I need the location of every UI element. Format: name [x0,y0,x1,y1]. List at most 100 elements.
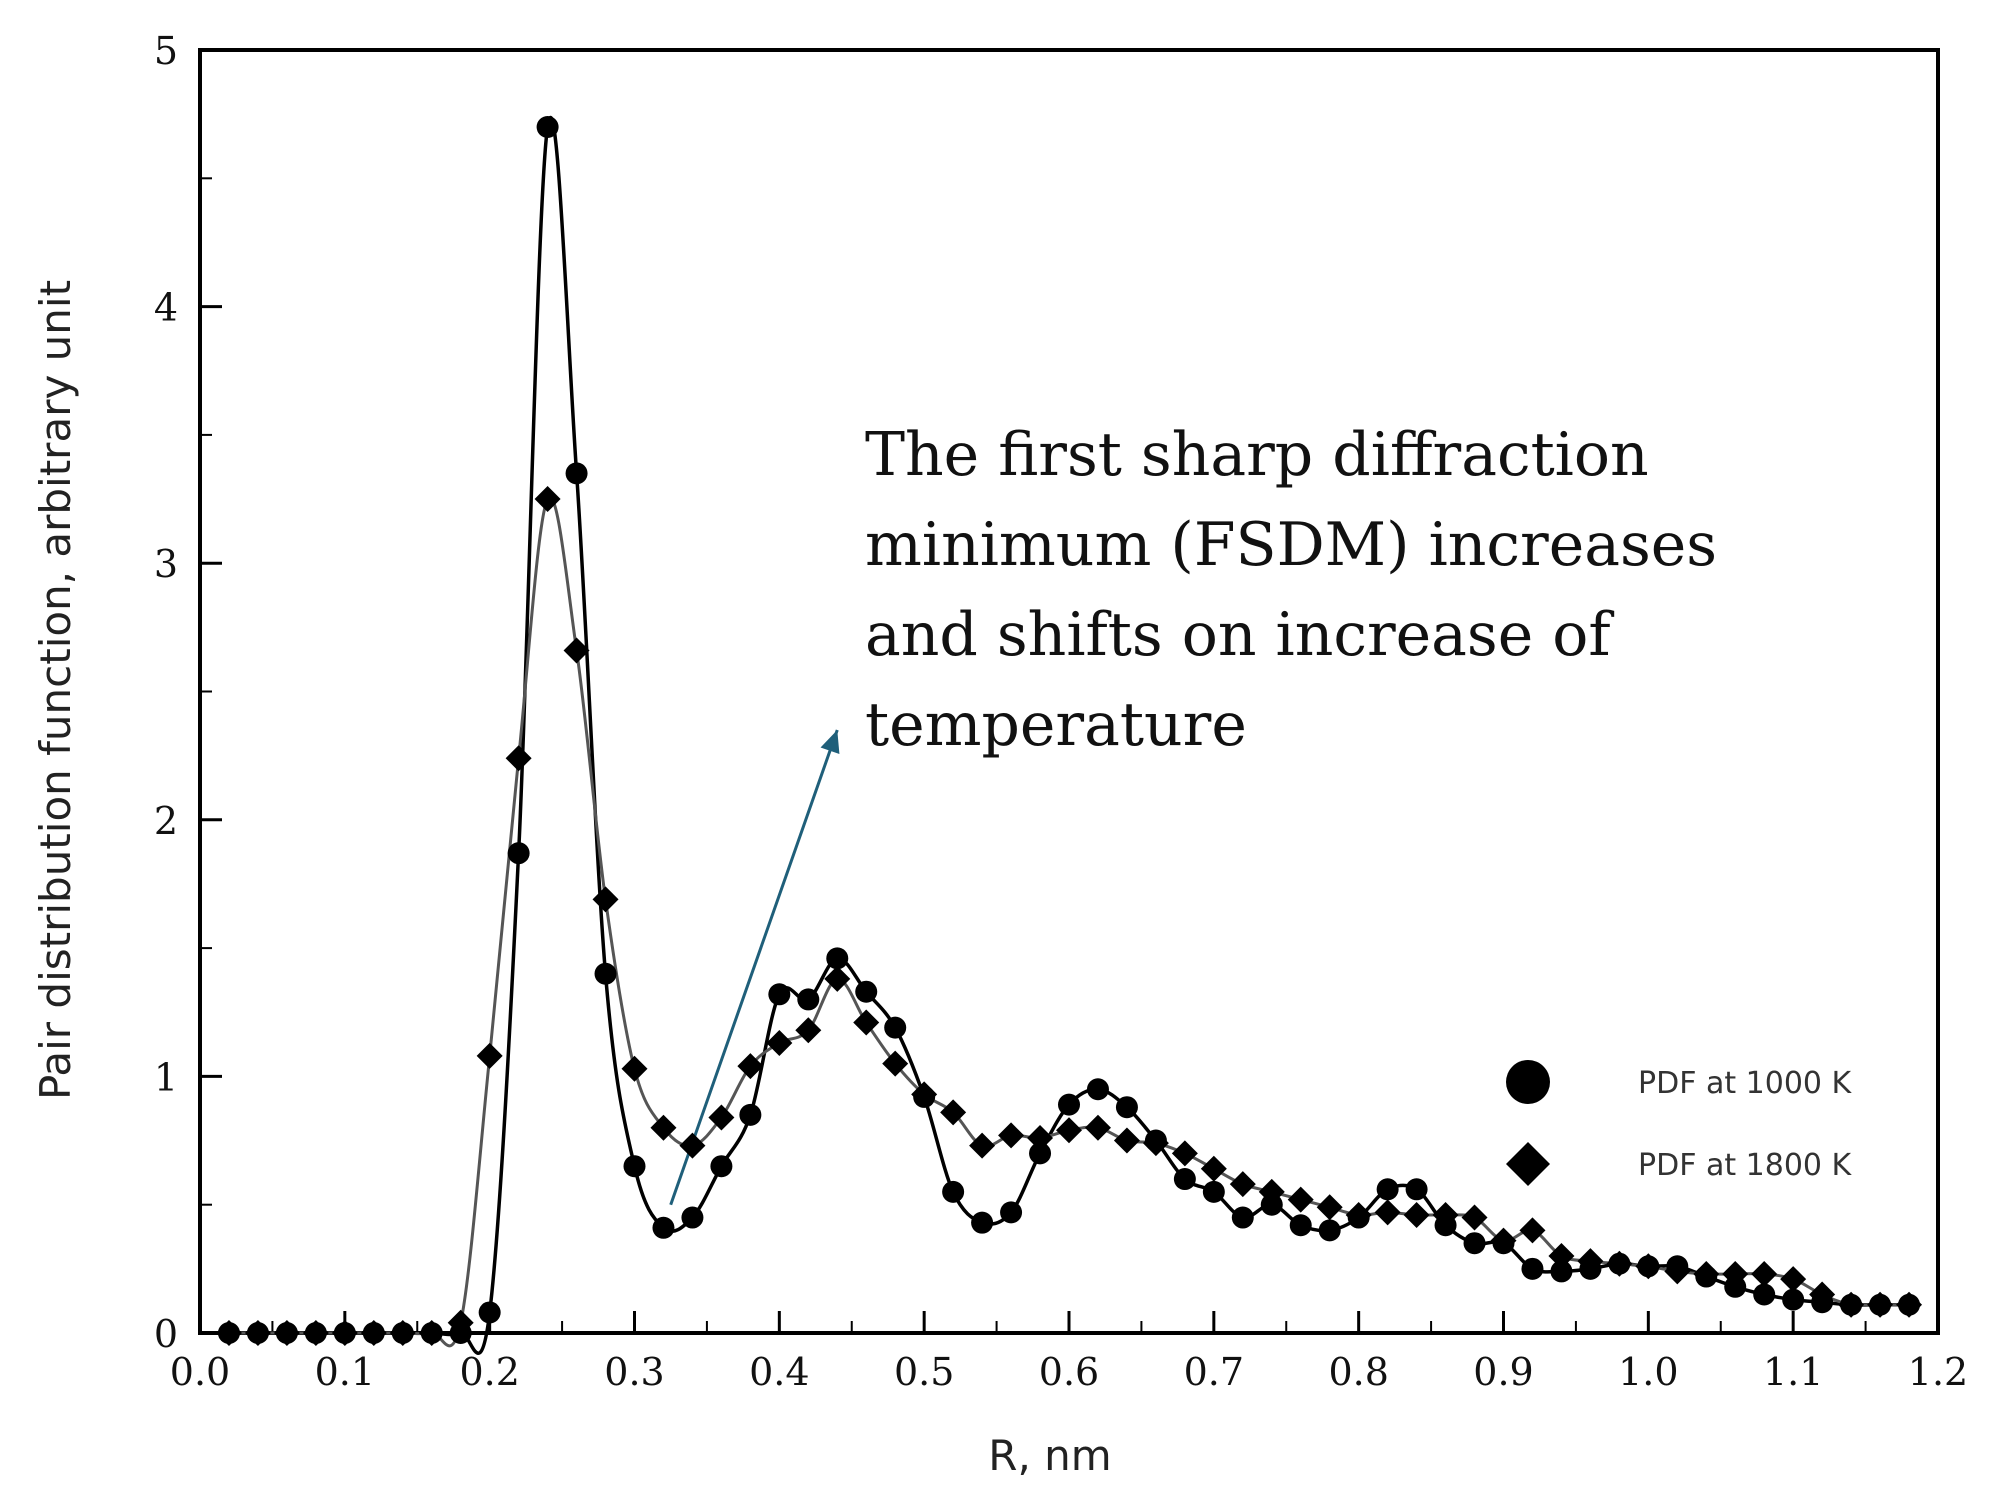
y-tick-label: 0 [154,1312,178,1356]
data-point-1800k [1084,1114,1111,1141]
series-markers [215,115,1923,1346]
data-point-1800k [331,1320,358,1346]
data-point-1800k [940,1099,967,1126]
data-point-1000k [652,1216,675,1239]
y-tick-label: 4 [154,286,178,330]
x-tick-label: 0.2 [459,1350,519,1394]
data-point-1800k [1577,1248,1604,1275]
x-tick-label: 1.1 [1763,1350,1823,1394]
data-point-1800k [1229,1171,1256,1198]
data-point-1800k [1374,1199,1401,1226]
data-point-1800k [1838,1291,1865,1318]
data-point-1000k [681,1206,704,1229]
x-tick-label: 0.9 [1473,1350,1533,1394]
data-point-1000k [507,842,530,865]
data-point-1000k [1753,1283,1776,1306]
data-point-1800k [1867,1291,1894,1318]
y-axis-title: Pair distribution function, arbitrary un… [31,280,80,1100]
data-point-1000k [1058,1093,1080,1116]
data-point-1800k [766,1030,793,1057]
x-axis-title: R, nm [988,1431,1111,1480]
data-point-1800k [418,1320,445,1346]
data-point-1000k [739,1103,762,1126]
data-point-1000k [1000,1201,1023,1224]
data-point-1800k [969,1132,996,1159]
data-point-1000k [1086,1078,1109,1101]
data-point-1800k [824,965,851,992]
data-point-1000k [1550,1260,1573,1283]
annotation-arrow [669,729,840,1206]
data-point-1800k [795,1017,822,1044]
data-point-1800k [708,1104,735,1131]
x-tick-label: 0.7 [1184,1350,1244,1394]
data-point-1000k [478,1301,501,1324]
data-point-1800k [737,1053,764,1080]
data-point-1800k [244,1320,271,1346]
legend-label-1000k: PDF at 1000 K [1638,1066,1853,1101]
data-point-1800k [1432,1201,1459,1228]
data-point-1800k [1751,1260,1778,1287]
data-point-1800k [1606,1250,1633,1277]
data-point-1000k [1289,1214,1312,1237]
legend: PDF at 1000 K PDF at 1800 K [1506,1060,1853,1186]
data-point-1800k [650,1114,677,1141]
x-tick-label: 0.1 [315,1350,375,1394]
data-point-1000k [855,980,878,1003]
annotation-line-2: minimum (FSDM) increases [865,510,1717,580]
y-tick-label: 1 [154,1055,178,1099]
data-point-1000k [623,1155,646,1178]
data-point-1800k [1664,1258,1691,1285]
data-point-1000k [1173,1168,1196,1191]
data-point-1000k [1405,1178,1428,1201]
legend-circle-marker [1506,1060,1550,1104]
data-point-1800k [1142,1130,1169,1157]
data-point-1800k [534,486,561,513]
data-point-1800k [505,745,532,772]
annotation-arrow-shaft [669,729,839,1206]
data-point-1000k [536,115,559,138]
data-point-1800k [621,1055,648,1082]
data-point-1000k [1029,1142,1052,1165]
data-point-1800k [360,1320,387,1346]
data-point-1800k [447,1309,474,1336]
data-point-1800k [998,1122,1025,1149]
data-point-1800k [476,1042,503,1069]
data-point-1800k [1490,1227,1517,1254]
data-point-1800k [853,1009,880,1036]
x-tick-label: 0.0 [170,1350,230,1394]
data-point-1000k [884,1016,907,1039]
data-point-1800k [1316,1194,1343,1221]
data-point-1800k [1693,1260,1720,1287]
data-point-1000k [1782,1288,1805,1311]
y-tick-label: 5 [154,29,178,73]
data-point-1000k [1463,1232,1486,1255]
data-point-1800k [592,886,619,913]
data-point-1000k [565,462,588,485]
data-point-1000k [1202,1180,1225,1203]
annotation-arrow-head [820,729,840,755]
data-point-1000k [971,1211,994,1234]
x-tick-label: 1.0 [1618,1350,1678,1394]
data-point-1000k [826,947,849,970]
x-tick-label: 0.6 [1039,1350,1099,1394]
data-point-1800k [1027,1124,1054,1151]
data-point-1800k [273,1320,300,1346]
data-point-1000k [797,988,820,1011]
data-point-1800k [1403,1201,1430,1228]
legend-diamond-marker [1506,1142,1550,1186]
annotation: The first sharp diffraction minimum (FSD… [865,420,1717,760]
data-point-1800k [1548,1243,1575,1270]
data-point-1800k [1809,1281,1836,1308]
data-point-1800k [679,1132,706,1159]
y-tick-label: 3 [154,542,178,586]
legend-label-1800k: PDF at 1800 K [1638,1148,1853,1183]
data-point-1800k [1519,1217,1546,1244]
x-tick-label: 0.8 [1328,1350,1388,1394]
data-point-1000k [710,1155,733,1178]
data-point-1800k [1780,1266,1807,1293]
x-tick-label: 0.4 [749,1350,809,1394]
x-tick-label: 1.2 [1908,1350,1968,1394]
data-point-1800k [1345,1201,1372,1228]
data-point-1000k [1231,1206,1254,1229]
data-point-1800k [911,1081,938,1108]
